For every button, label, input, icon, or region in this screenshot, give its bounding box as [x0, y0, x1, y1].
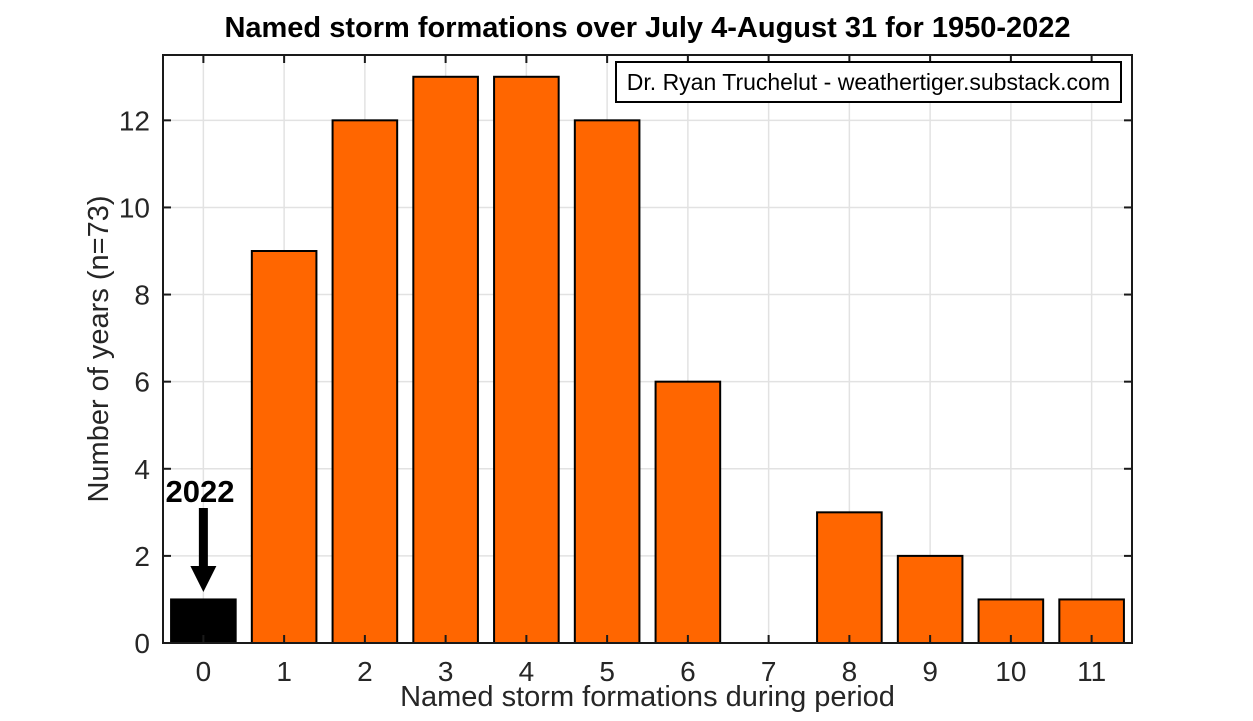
- bar-9: [896, 554, 964, 645]
- x-tick-label: 6: [680, 656, 696, 687]
- credit-box: Dr. Ryan Truchelut - weathertiger.substa…: [614, 61, 1122, 103]
- x-tick-label: 9: [922, 656, 938, 687]
- x-axis-label: Named storm formations during period: [400, 681, 895, 713]
- y-tick-label: 4: [134, 454, 150, 485]
- down-arrow-icon: [190, 508, 217, 592]
- bar-2: [331, 119, 399, 645]
- y-axis-label: Number of years (n=73): [83, 195, 115, 503]
- y-tick-label: 0: [134, 628, 150, 659]
- highlight-year-label: 2022: [165, 474, 235, 509]
- bar-3: [412, 75, 479, 645]
- y-tick-label: 10: [119, 192, 150, 223]
- x-tick-label: 10: [995, 656, 1026, 687]
- bar-5: [573, 119, 641, 645]
- x-tick-label: 7: [761, 656, 777, 687]
- bar-4: [493, 75, 560, 645]
- bar-8: [816, 511, 883, 644]
- x-tick-label: 8: [842, 656, 858, 687]
- x-tick-label: 3: [438, 656, 454, 687]
- x-tick-label: 2: [357, 656, 373, 687]
- x-tick-label: 5: [599, 656, 615, 687]
- bar-6: [654, 380, 722, 644]
- x-tick-label: 4: [519, 656, 535, 687]
- y-tick-label: 12: [119, 105, 150, 136]
- x-tick-label: 11: [1077, 656, 1106, 687]
- y-tick-label: 6: [134, 367, 150, 398]
- y-tick-label: 8: [134, 280, 150, 311]
- bar-1: [250, 250, 318, 644]
- x-tick-label: 1: [276, 656, 292, 687]
- x-tick-label: 0: [196, 656, 212, 687]
- chart-title: Named storm formations over July 4-Augus…: [224, 12, 1071, 44]
- axes-box: [162, 54, 1133, 644]
- y-tick-label: 2: [134, 541, 150, 572]
